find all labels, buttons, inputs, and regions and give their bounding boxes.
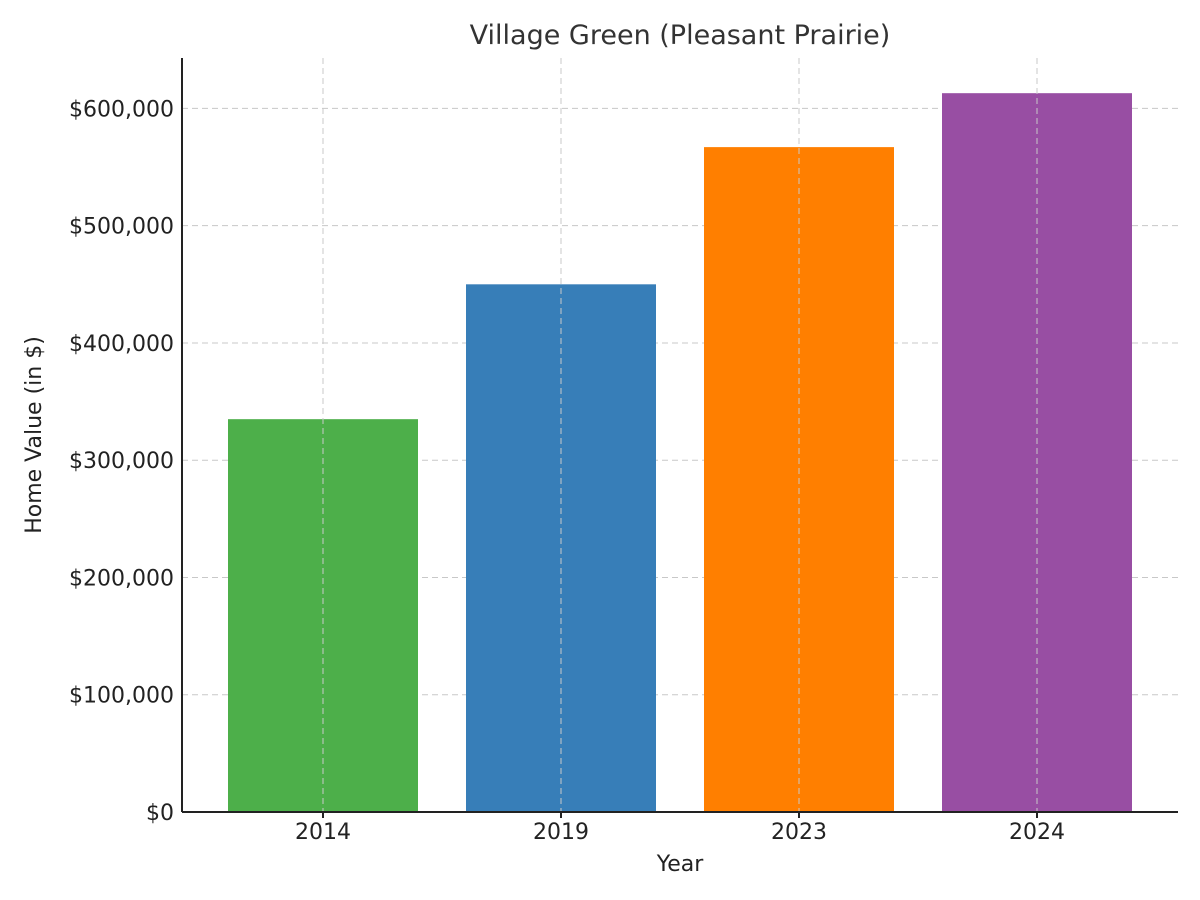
y-tick-labels: $0 $100,000 $200,000 $300,000 $400,000 $500,0… [69,97,174,826]
x-tick-labels: 2014 2019 2023 2024 [295,812,1065,845]
y-tick-label: $200,000 [69,566,174,591]
y-tick-label: $100,000 [69,684,174,709]
x-axis-label: Year [656,852,705,877]
bars [228,58,1132,813]
x-tick-label: 2019 [533,820,589,845]
y-tick-label: $500,000 [69,215,174,240]
chart-title: Village Green (Pleasant Prairie) [470,20,891,51]
y-tick-label: $400,000 [69,332,174,357]
axes [181,58,1178,813]
x-tick-label: 2014 [295,820,351,845]
y-tick-label: $600,000 [69,97,174,122]
y-tick-label: $0 [146,801,174,826]
y-axis-label: Home Value (in $) [22,336,47,534]
x-tick-label: 2024 [1009,820,1065,845]
x-tick-label: 2023 [771,820,827,845]
bar-2014 [228,419,418,812]
y-tick-label: $300,000 [69,449,174,474]
